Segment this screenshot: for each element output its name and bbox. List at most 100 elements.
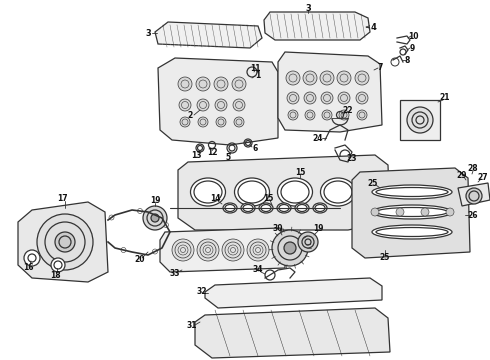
Text: 17: 17 (57, 194, 67, 202)
Text: 25: 25 (368, 179, 378, 188)
Ellipse shape (235, 178, 270, 206)
Circle shape (288, 110, 298, 120)
Circle shape (214, 77, 228, 91)
Polygon shape (155, 22, 262, 48)
Polygon shape (278, 52, 382, 132)
Circle shape (371, 208, 379, 216)
Polygon shape (264, 12, 370, 40)
Polygon shape (458, 183, 490, 206)
Text: 28: 28 (467, 163, 478, 172)
Circle shape (322, 110, 332, 120)
Ellipse shape (191, 178, 225, 206)
Text: 9: 9 (409, 44, 415, 53)
Polygon shape (205, 278, 382, 308)
Ellipse shape (372, 205, 452, 219)
Circle shape (151, 214, 159, 222)
Text: 16: 16 (23, 264, 33, 273)
Text: 33: 33 (170, 270, 180, 279)
Circle shape (286, 71, 300, 85)
Circle shape (446, 208, 454, 216)
Polygon shape (158, 58, 278, 145)
Circle shape (178, 77, 192, 91)
Circle shape (305, 110, 315, 120)
Circle shape (337, 71, 351, 85)
Text: 27: 27 (478, 172, 489, 181)
Text: 18: 18 (49, 270, 60, 279)
Circle shape (37, 214, 93, 270)
Ellipse shape (295, 203, 309, 213)
Circle shape (357, 110, 367, 120)
Circle shape (197, 99, 209, 111)
Text: 11: 11 (250, 63, 260, 72)
Text: 14: 14 (210, 194, 220, 202)
Ellipse shape (320, 178, 356, 206)
Ellipse shape (241, 203, 255, 213)
Text: 2: 2 (187, 111, 193, 120)
Circle shape (272, 230, 308, 266)
Ellipse shape (372, 185, 452, 199)
Polygon shape (18, 202, 108, 282)
Circle shape (407, 107, 433, 133)
Text: 19: 19 (313, 224, 323, 233)
Text: 25: 25 (380, 253, 390, 262)
Text: 7: 7 (377, 63, 383, 72)
Circle shape (320, 71, 334, 85)
Text: 1: 1 (255, 71, 261, 80)
Circle shape (222, 239, 244, 261)
Circle shape (466, 188, 482, 204)
Text: 19: 19 (150, 195, 160, 204)
Circle shape (197, 239, 219, 261)
Text: 29: 29 (457, 171, 467, 180)
Circle shape (143, 206, 167, 230)
Text: 13: 13 (191, 150, 201, 159)
Circle shape (247, 239, 269, 261)
Text: 12: 12 (207, 148, 217, 157)
Circle shape (233, 99, 245, 111)
Ellipse shape (372, 225, 452, 239)
Circle shape (196, 77, 210, 91)
Polygon shape (352, 168, 470, 258)
Circle shape (338, 92, 350, 104)
Circle shape (198, 117, 208, 127)
Text: 24: 24 (313, 134, 323, 143)
Text: 21: 21 (440, 93, 450, 102)
Ellipse shape (313, 203, 327, 213)
Circle shape (321, 92, 333, 104)
Ellipse shape (223, 203, 237, 213)
Circle shape (24, 250, 40, 266)
Ellipse shape (277, 203, 291, 213)
Text: 3: 3 (305, 4, 311, 13)
Circle shape (304, 92, 316, 104)
Circle shape (287, 92, 299, 104)
Ellipse shape (259, 203, 273, 213)
Ellipse shape (277, 178, 313, 206)
Text: 5: 5 (225, 153, 231, 162)
Circle shape (396, 208, 404, 216)
Circle shape (55, 232, 75, 252)
Circle shape (216, 117, 226, 127)
Circle shape (172, 239, 194, 261)
Polygon shape (195, 308, 390, 358)
Circle shape (298, 232, 318, 252)
Circle shape (51, 258, 65, 272)
Text: 26: 26 (468, 211, 478, 220)
Text: 31: 31 (187, 320, 197, 329)
Text: 3: 3 (145, 28, 151, 37)
Circle shape (215, 99, 227, 111)
FancyBboxPatch shape (400, 100, 440, 140)
Text: 4: 4 (370, 23, 376, 32)
Text: 34: 34 (253, 266, 263, 274)
Circle shape (284, 242, 296, 254)
Circle shape (355, 71, 369, 85)
Polygon shape (160, 228, 285, 272)
Text: 23: 23 (347, 153, 357, 162)
Circle shape (180, 117, 190, 127)
Circle shape (232, 77, 246, 91)
Text: 32: 32 (197, 288, 207, 297)
Circle shape (421, 208, 429, 216)
Text: 15: 15 (263, 194, 273, 202)
Text: 8: 8 (404, 55, 410, 64)
Polygon shape (178, 155, 390, 230)
Circle shape (303, 71, 317, 85)
Text: 6: 6 (252, 144, 258, 153)
